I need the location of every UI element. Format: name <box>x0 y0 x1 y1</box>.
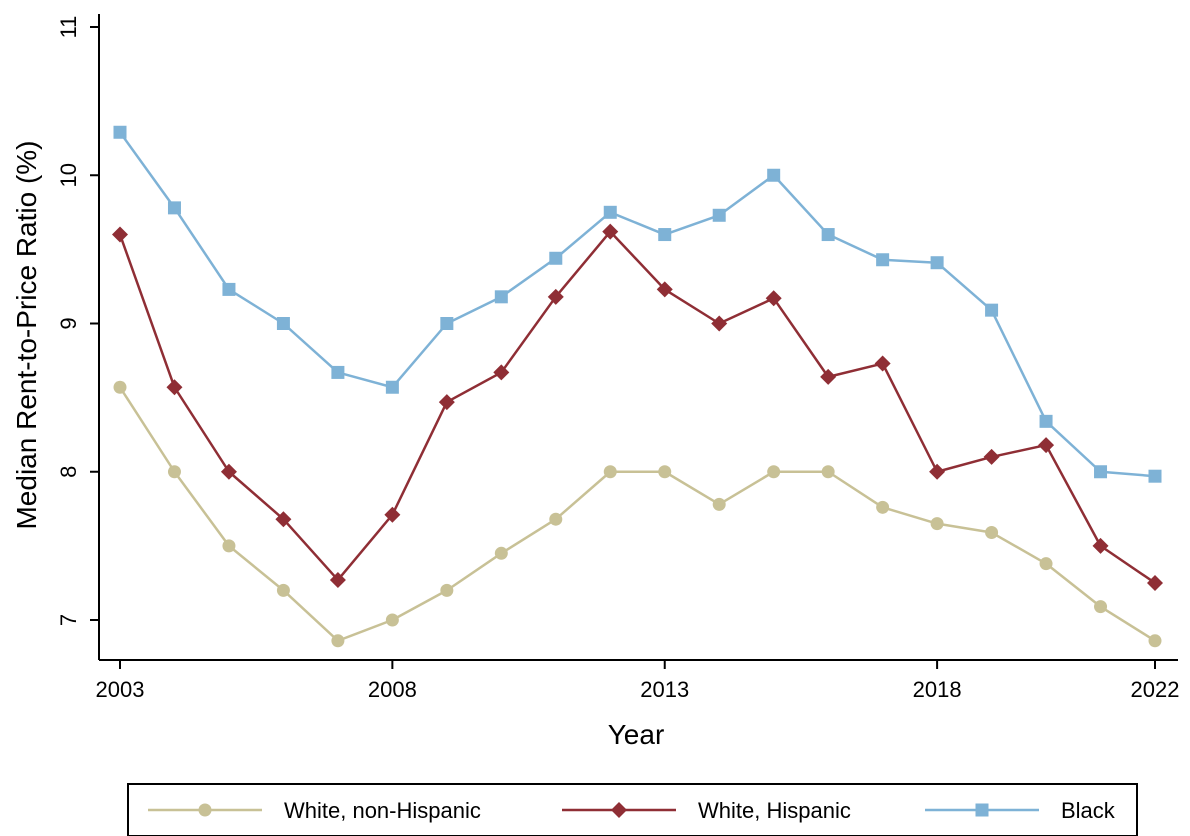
data-point-white-non-hispanic <box>440 583 454 597</box>
data-point-black <box>603 205 617 219</box>
data-point-black <box>985 303 999 317</box>
legend-marker-white-hispanic <box>611 802 627 818</box>
data-point-black <box>549 251 563 265</box>
x-tick-label: 2022 <box>1131 677 1180 702</box>
data-point-black <box>930 256 944 270</box>
legend-marker-white-non-hispanic <box>198 803 212 817</box>
data-point-white-non-hispanic <box>276 583 290 597</box>
legend-marker-black <box>975 803 989 817</box>
y-tick-label: 9 <box>56 317 81 329</box>
data-point-white-non-hispanic <box>985 526 999 540</box>
data-point-black <box>712 208 726 222</box>
data-point-black <box>222 282 236 296</box>
legend-label-black: Black <box>1061 798 1116 823</box>
y-tick-label: 7 <box>56 614 81 626</box>
data-point-black <box>385 380 399 394</box>
plot-frame <box>98 14 1178 661</box>
series-line-white-hispanic <box>118 230 1156 584</box>
data-point-black <box>821 228 835 242</box>
data-point-white-hispanic <box>711 315 728 332</box>
data-point-white-hispanic <box>329 571 346 588</box>
data-point-white-non-hispanic <box>712 497 726 511</box>
data-point-white-non-hispanic <box>1094 600 1108 614</box>
data-point-white-hispanic <box>112 226 128 243</box>
data-point-white-non-hispanic <box>113 380 127 394</box>
data-point-black <box>167 201 181 215</box>
series-line-white-non-hispanic <box>118 386 1156 643</box>
legend-label-white-non-hispanic: White, non-Hispanic <box>284 798 481 823</box>
y-axis-ticks: 7 8 9 10 11 <box>56 16 99 626</box>
y-axis-title: Median Rent-to-Price Ratio (%) <box>11 140 42 529</box>
data-point-black <box>876 253 890 267</box>
data-point-white-hispanic <box>602 223 619 240</box>
legend-items: White, non-Hispanic White, Hispanic Black <box>148 798 1116 823</box>
data-point-white-hispanic <box>656 281 673 298</box>
y-tick-label: 11 <box>56 16 81 39</box>
data-point-white-non-hispanic <box>603 465 617 479</box>
y-tick-label: 10 <box>56 163 81 187</box>
data-point-white-non-hispanic <box>821 465 835 479</box>
data-point-white-hispanic <box>929 463 946 480</box>
data-point-black <box>658 228 672 242</box>
data-point-white-non-hispanic <box>494 546 508 560</box>
data-point-white-non-hispanic <box>767 465 781 479</box>
data-point-white-hispanic <box>166 379 183 396</box>
legend-label-white-hispanic: White, Hispanic <box>698 798 851 823</box>
series-line-black <box>118 131 1156 478</box>
series-lines <box>118 131 1156 643</box>
data-point-white-non-hispanic <box>222 539 236 553</box>
series-markers <box>112 125 1163 648</box>
data-point-white-non-hispanic <box>930 517 944 531</box>
data-point-black <box>494 290 508 304</box>
data-point-white-hispanic <box>1092 537 1109 554</box>
data-point-white-hispanic <box>765 290 782 307</box>
data-point-white-non-hispanic <box>167 465 181 479</box>
data-point-white-non-hispanic <box>331 634 345 648</box>
data-point-white-hispanic <box>275 511 292 528</box>
data-point-black <box>1039 414 1053 428</box>
data-point-white-hispanic <box>820 368 837 385</box>
data-point-white-hispanic <box>438 394 455 411</box>
data-point-black <box>276 317 290 330</box>
data-point-black <box>1094 465 1108 479</box>
data-point-black <box>113 125 127 139</box>
data-point-white-non-hispanic <box>1039 557 1053 571</box>
data-point-white-hispanic <box>983 448 1000 465</box>
data-point-white-non-hispanic <box>385 613 399 627</box>
data-point-white-non-hispanic <box>658 465 672 479</box>
data-point-black <box>1148 469 1162 483</box>
x-tick-label: 2003 <box>96 677 145 702</box>
x-axis-ticks: 2003 2008 2013 2018 2022 <box>96 660 1180 702</box>
data-point-white-hispanic <box>1147 574 1163 591</box>
data-point-white-hispanic <box>384 506 401 523</box>
data-point-white-non-hispanic <box>549 512 563 526</box>
data-point-white-non-hispanic <box>876 500 890 514</box>
data-point-black <box>440 317 454 330</box>
data-point-white-hispanic <box>874 355 891 372</box>
data-point-white-hispanic <box>220 463 237 480</box>
x-tick-label: 2013 <box>640 677 689 702</box>
x-tick-label: 2018 <box>913 677 962 702</box>
data-point-white-non-hispanic <box>1148 634 1162 648</box>
y-tick-label: 8 <box>56 466 81 478</box>
data-point-white-hispanic <box>1038 437 1055 454</box>
data-point-black <box>767 168 781 182</box>
data-point-white-hispanic <box>493 364 510 381</box>
data-point-black <box>331 365 345 379</box>
x-tick-label: 2008 <box>368 677 417 702</box>
data-point-white-hispanic <box>547 288 564 305</box>
x-axis-title: Year <box>608 719 665 750</box>
legend: White, non-Hispanic White, Hispanic Black <box>127 783 1138 836</box>
